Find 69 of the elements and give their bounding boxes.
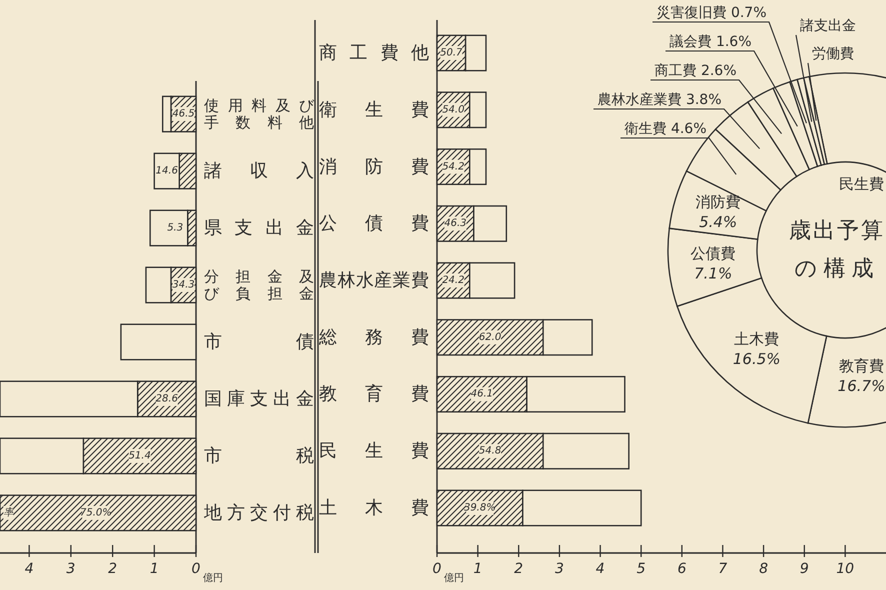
annotation: 54.8 [478, 446, 502, 457]
text: 歳出予算の構成 [789, 218, 885, 282]
x-tick-label: 9 [800, 561, 809, 577]
x-tick-label: 2 [514, 561, 524, 577]
y-tick-label: 土木費 [319, 497, 429, 518]
annotation: 28.6 [156, 393, 178, 404]
y-tick-label: 総務費 [318, 326, 429, 348]
data-label: 16.5% [732, 350, 781, 368]
y-tick-label: 公債費 [319, 213, 429, 234]
slice-label: 消防費 [696, 192, 741, 211]
annotation: 39.8% [464, 502, 496, 514]
y-tick-label: 消防費 [319, 156, 429, 178]
slice-label: 衛生費 4.6% [624, 121, 707, 137]
y-tick-label: 分担金及び負担金 [204, 268, 314, 303]
slice-label: 労働費 [812, 46, 854, 62]
x-tick-label: 3 [66, 561, 76, 577]
x-axis-title: 億円 [203, 572, 223, 584]
slice-label: 民生費 [839, 175, 884, 194]
slice-label: 教育費 [839, 357, 884, 376]
data-label: 7.1% [694, 264, 732, 282]
y-tick-label: 農林水産業費 [319, 270, 429, 291]
y-tick-label: 諸収入 [204, 160, 314, 182]
y-tick-label: 衛生費 [319, 99, 429, 120]
x-axis-title: 億円 [444, 572, 464, 584]
annotation: 5.3 [167, 222, 184, 234]
data-label: 16.7% [838, 377, 886, 396]
slice-label: 商工費 2.6% [654, 63, 737, 79]
annotation: 54.2 [442, 161, 464, 172]
annotation: 50.7 [440, 48, 464, 59]
slice-label: 土木費 [734, 330, 780, 348]
annotation: 75.0% [80, 507, 112, 518]
x-tick-label: 1 [150, 561, 159, 577]
x-tick-label: 10 [836, 561, 854, 577]
x-tick-label: 5 [636, 561, 646, 577]
x-tick-label: 4 [596, 561, 605, 577]
y-tick-label: 民生費 [319, 440, 429, 462]
annotation: 51.4 [128, 450, 151, 462]
slice-label: 議会費 1.6% [670, 34, 752, 50]
annotation: 62.0 [478, 332, 502, 343]
x-tick-label: 4 [24, 561, 34, 577]
y-tick-label: 教育費 [319, 384, 429, 405]
x-tick-label: 2 [108, 561, 118, 577]
y-tick-label: 市債 [204, 331, 314, 352]
annotation: 24.2 [442, 275, 464, 286]
y-tick-label: 地方交付税 [203, 502, 314, 524]
x-tick-label: 1 [473, 561, 482, 577]
x-tick-label: 3 [554, 561, 564, 577]
y-tick-label: 国庫支出金 [204, 388, 314, 410]
annotation: 34.3 [172, 280, 195, 291]
annotation: 46.1 [470, 388, 494, 400]
x-tick-label: 8 [759, 561, 768, 577]
x-tick-label: 0 [432, 561, 442, 577]
slice-label: 諸支出金 [800, 18, 856, 34]
y-tick-label: 商工費他 [319, 42, 429, 64]
data-label: 5.4% [699, 212, 738, 231]
y-tick-label: 県支出金 [204, 218, 314, 239]
slice-label: 災害復旧費 0.7% [656, 5, 767, 21]
slice-label: 公債費 [690, 244, 736, 262]
annotation: 46.5 [172, 108, 195, 120]
annotation: 46.3 [444, 218, 466, 230]
y-tick-label: 使用料及び手数料他 [204, 96, 315, 132]
x-tick-label: 0 [192, 561, 201, 577]
annotation: 率 [3, 506, 14, 518]
annotation: 54.0 [442, 104, 464, 116]
annotation: 14.6 [156, 166, 178, 177]
x-tick-label: 7 [718, 561, 728, 577]
slice-label: 農林水産業費 3.8% [598, 92, 722, 108]
x-tick-label: 6 [677, 561, 686, 577]
y-tick-label: 市税 [204, 445, 314, 466]
